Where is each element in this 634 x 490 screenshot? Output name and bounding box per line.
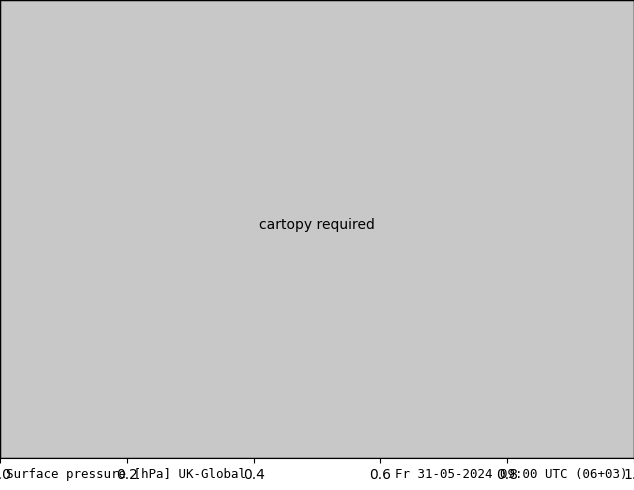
Text: cartopy required: cartopy required bbox=[259, 218, 375, 232]
Text: Surface pressure [hPa] UK-Global: Surface pressure [hPa] UK-Global bbox=[6, 467, 247, 481]
Text: Fr 31-05-2024 09:00 UTC (06+03): Fr 31-05-2024 09:00 UTC (06+03) bbox=[395, 467, 628, 481]
